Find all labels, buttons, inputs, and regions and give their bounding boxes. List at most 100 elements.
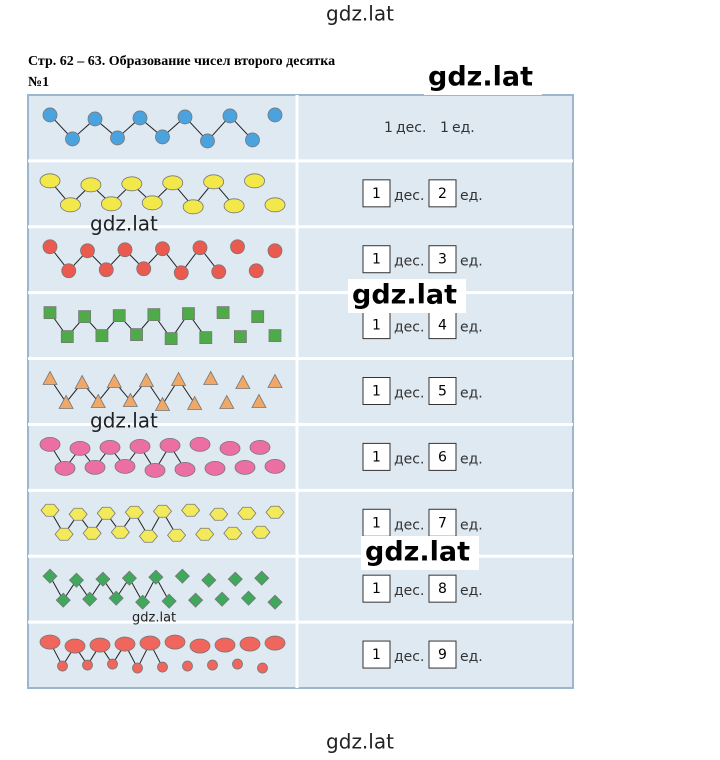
counter-shape bbox=[64, 638, 86, 654]
counter-shape bbox=[90, 393, 106, 408]
counter-shape bbox=[112, 309, 126, 323]
tens-value: 1 bbox=[372, 515, 381, 531]
tens-unit: дес. bbox=[394, 649, 424, 665]
answer-box bbox=[428, 574, 457, 603]
counter-shape bbox=[201, 572, 217, 588]
answer-box bbox=[428, 442, 457, 471]
counter-shape bbox=[157, 661, 168, 673]
counter-shape bbox=[121, 570, 137, 586]
connector-line bbox=[49, 114, 253, 142]
counter-shape bbox=[267, 373, 283, 388]
counter-shape bbox=[248, 263, 264, 279]
counter-shape bbox=[57, 660, 68, 672]
counter-shape bbox=[199, 331, 213, 345]
counter-shape bbox=[42, 239, 58, 255]
counter-shape bbox=[174, 568, 190, 584]
counter-shape bbox=[267, 594, 283, 610]
counter-shape bbox=[245, 132, 260, 148]
counter-shape bbox=[204, 460, 226, 476]
counter-shape bbox=[114, 636, 136, 652]
counter-shape bbox=[114, 458, 136, 474]
counter-shape bbox=[130, 328, 143, 342]
counter-shape bbox=[68, 572, 85, 588]
answer-box bbox=[362, 442, 391, 471]
tens-value: 1 bbox=[372, 647, 381, 663]
counter-shape bbox=[254, 570, 270, 586]
watermark: gdz.lat bbox=[352, 280, 457, 311]
tens-value: 1 bbox=[384, 120, 393, 136]
watermark: gdz.lat bbox=[90, 409, 158, 433]
connector-line bbox=[49, 575, 170, 604]
connector-line bbox=[49, 312, 207, 340]
counter-shape bbox=[80, 243, 95, 259]
counter-shape bbox=[265, 505, 285, 519]
ones-unit: ед. bbox=[460, 451, 483, 467]
counter-shape bbox=[107, 658, 118, 670]
counter-shape bbox=[78, 310, 92, 324]
answer-box bbox=[428, 245, 457, 274]
tens-unit: дес. bbox=[394, 386, 424, 402]
counter-shape bbox=[239, 636, 261, 652]
counter-shape bbox=[237, 506, 257, 520]
exercise-number: №1 bbox=[28, 75, 49, 90]
answer-box bbox=[362, 377, 391, 405]
counter-shape bbox=[195, 527, 215, 541]
counter-shape bbox=[216, 306, 230, 320]
ones-value: 1 bbox=[440, 120, 449, 136]
counter-shape bbox=[132, 662, 143, 674]
counter-shape bbox=[189, 638, 211, 654]
ones-value: 6 bbox=[438, 449, 447, 465]
watermark-backdrop bbox=[424, 61, 542, 95]
ones-unit: ед. bbox=[460, 583, 483, 599]
ones-value: 7 bbox=[438, 515, 447, 531]
counter-shape bbox=[106, 373, 122, 388]
connector-line bbox=[49, 510, 177, 538]
counter-shape bbox=[251, 393, 267, 408]
watermark-backdrop bbox=[348, 279, 466, 313]
counter-shape bbox=[173, 265, 189, 281]
counter-shape bbox=[65, 131, 80, 147]
page-title: Стр. 62 – 63. Образование чисел второго … bbox=[28, 54, 335, 69]
counter-shape bbox=[264, 197, 286, 213]
tens-unit: дес. bbox=[394, 188, 424, 204]
counter-shape bbox=[55, 592, 71, 608]
watermark: gdz.lat bbox=[90, 212, 158, 236]
answer-box bbox=[362, 245, 391, 274]
counter-shape bbox=[152, 504, 173, 518]
counter-shape bbox=[147, 308, 161, 322]
ones-value: 5 bbox=[438, 384, 447, 400]
counter-shape bbox=[200, 133, 215, 149]
tens-value: 1 bbox=[372, 581, 381, 597]
counter-shape bbox=[82, 591, 98, 607]
counter-shape bbox=[209, 507, 229, 521]
ones-value: 9 bbox=[438, 647, 447, 663]
connector-line bbox=[49, 180, 235, 208]
watermark: gdz.lat bbox=[428, 62, 533, 93]
counter-shape bbox=[124, 505, 144, 519]
counter-shape bbox=[235, 374, 251, 389]
counter-shape bbox=[219, 394, 235, 409]
tens-value: 1 bbox=[372, 252, 381, 268]
counter-shape bbox=[227, 571, 243, 587]
counter-shape bbox=[233, 330, 247, 344]
counter-shape bbox=[268, 329, 282, 343]
counter-shape bbox=[82, 526, 102, 540]
tens-unit: дес. bbox=[394, 517, 424, 533]
connector-line bbox=[49, 246, 220, 274]
answer-box bbox=[428, 377, 457, 405]
counter-shape bbox=[186, 395, 203, 410]
watermark: gdz.lat bbox=[365, 537, 470, 568]
counter-shape bbox=[164, 332, 178, 346]
counter-shape bbox=[68, 507, 88, 521]
counter-shape bbox=[182, 660, 193, 672]
counter-shape bbox=[234, 459, 256, 475]
counter-shape bbox=[61, 263, 77, 279]
counter-shape bbox=[189, 436, 211, 452]
counter-shape bbox=[82, 659, 93, 671]
ones-value: 8 bbox=[438, 581, 447, 597]
answer-box bbox=[428, 179, 457, 208]
counter-shape bbox=[251, 525, 271, 539]
counter-shape bbox=[99, 439, 121, 455]
counter-shape bbox=[148, 569, 164, 585]
